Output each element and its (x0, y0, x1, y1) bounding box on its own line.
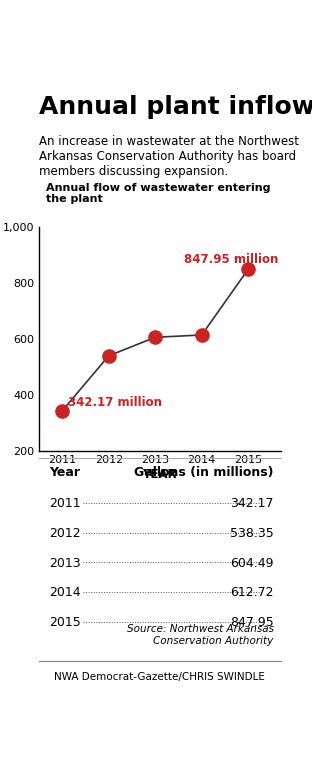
Text: Source: Northwest Arkansas
Conservation Authority: Source: Northwest Arkansas Conservation … (127, 624, 274, 646)
Text: 2013: 2013 (49, 556, 80, 569)
Point (60, 405, 65, 417)
Text: 847.95 million: 847.95 million (184, 254, 278, 266)
Point (153, 331, 158, 344)
Text: 604.49: 604.49 (230, 556, 274, 569)
Text: 2015: 2015 (49, 616, 80, 629)
Text: An increase in wastewater at the Northwest Arkansas Conservation Authority has b: An increase in wastewater at the Northwe… (39, 135, 299, 178)
Text: Year: Year (49, 465, 80, 478)
Text: 342.17 million: 342.17 million (68, 396, 162, 409)
Text: 2011: 2011 (49, 497, 80, 510)
Text: Gallons (in millions): Gallons (in millions) (134, 465, 274, 478)
X-axis label: YEAR: YEAR (143, 468, 177, 481)
Text: 2012: 2012 (49, 527, 80, 540)
Point (199, 329, 204, 342)
Text: 2014: 2014 (49, 587, 80, 599)
Text: 538.35: 538.35 (230, 527, 274, 540)
Point (246, 263, 251, 275)
Text: Annual plant inflow: Annual plant inflow (39, 95, 312, 118)
Text: NWA Democrat-Gazette/CHRIS SWINDLE: NWA Democrat-Gazette/CHRIS SWINDLE (55, 671, 265, 682)
Point (106, 349, 111, 362)
Text: Annual flow of wastewater entering
the plant: Annual flow of wastewater entering the p… (46, 183, 271, 204)
Text: 342.17: 342.17 (230, 497, 274, 510)
Text: 847.95: 847.95 (230, 616, 274, 629)
Text: 612.72: 612.72 (230, 587, 274, 599)
